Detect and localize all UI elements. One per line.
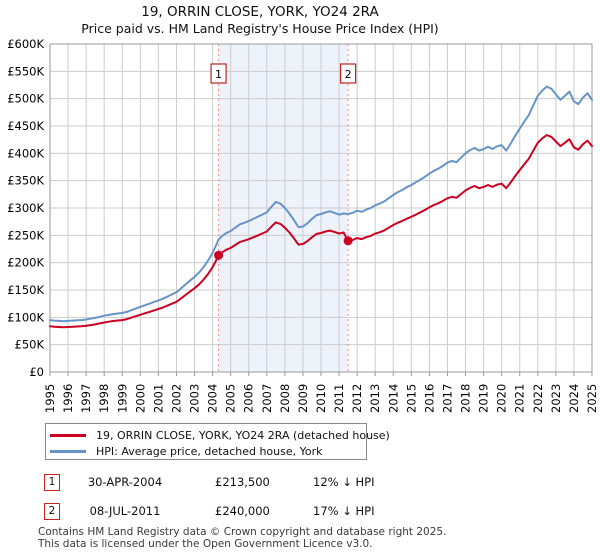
title-block: 19, ORRIN CLOSE, YORK, YO24 2RA Price pa… xyxy=(0,4,520,37)
y-axis-tick-label: £0 xyxy=(29,365,44,379)
hpi-line xyxy=(49,85,593,323)
x-axis-tick-label: 2001 xyxy=(151,384,165,413)
y-axis-tick-label: £600K xyxy=(7,37,44,51)
x-axis-tick-label: 2014 xyxy=(386,384,400,413)
y-axis-tick-label: £250K xyxy=(7,228,44,242)
chart-title: 19, ORRIN CLOSE, YORK, YO24 2RA xyxy=(141,4,379,20)
x-axis-tick-label: 1996 xyxy=(61,384,75,413)
transaction-1-price: £213,500 xyxy=(215,475,270,489)
price-history-chart: £0 £50K £100K £150K £200K £250K £300K £350K £400… xyxy=(7,37,599,413)
y-axis-tick-label: £500K xyxy=(7,92,44,106)
x-axis-tick-label: 2024 xyxy=(567,384,581,413)
x-axis-tick-label: 2022 xyxy=(531,384,545,413)
y-axis-tick-label: £50K xyxy=(15,338,45,352)
sale-marker-label: 1 xyxy=(215,68,222,81)
x-axis-tick-label: 2004 xyxy=(206,384,220,413)
sale-marker-label: 2 xyxy=(345,68,352,81)
licence-line: This data is licensed under the Open Gov… xyxy=(38,537,373,550)
x-axis-tick-label: 2011 xyxy=(332,384,346,413)
transaction-1-hpi-delta: 12% ↓ HPI xyxy=(313,475,375,489)
y-axis-tick-label: £350K xyxy=(7,174,44,188)
sale-marker-dot xyxy=(214,250,224,260)
sale-marker-label-box xyxy=(340,63,357,84)
y-axis-tick-label: £200K xyxy=(7,256,44,270)
copyright-line: Contains HM Land Registry data © Crown c… xyxy=(38,526,447,538)
x-axis-tick-label: 1998 xyxy=(97,384,111,413)
x-axis-tick-label: 2015 xyxy=(404,384,418,413)
property-price-line xyxy=(49,134,593,329)
legend-row-property: 19, ORRIN CLOSE, YORK, YO24 2RA (detache… xyxy=(50,427,390,443)
x-axis-tick-label: 1997 xyxy=(79,384,93,413)
transaction-2-hpi-delta: 17% ↓ HPI xyxy=(313,504,375,518)
transaction-2-price: £240,000 xyxy=(215,504,270,518)
x-axis-tick-label: 2005 xyxy=(224,384,238,413)
hpi-series-label: HPI: Average price, detached house, York xyxy=(96,444,323,458)
property-series-label: 19, ORRIN CLOSE, YORK, YO24 2RA (detache… xyxy=(96,428,390,442)
y-axis-tick-label: £450K xyxy=(7,119,44,133)
legend-row-hpi: HPI: Average price, detached house, York xyxy=(50,443,366,459)
y-axis-tick-label: £550K xyxy=(7,64,44,78)
x-axis-tick-label: 2020 xyxy=(495,384,509,413)
transaction-2-date: 08-JUL-2011 xyxy=(89,504,161,518)
x-axis-tick-label: 2016 xyxy=(422,384,436,413)
y-axis-tick-label: £300K xyxy=(7,201,44,215)
transaction-1-date: 30-APR-2004 xyxy=(87,475,163,489)
x-axis-tick-label: 2002 xyxy=(169,384,183,413)
x-axis-tick-label: 2019 xyxy=(477,384,491,413)
x-axis-tick-label: 2025 xyxy=(585,384,599,413)
plot-border xyxy=(49,43,593,373)
x-axis-tick-label: 1995 xyxy=(43,384,57,413)
x-axis-tick-label: 2007 xyxy=(260,384,274,413)
transaction-row: 2 08-JUL-2011 £240,000 17% ↓ HPI xyxy=(0,503,600,523)
sale-marker-label-box xyxy=(210,63,227,84)
y-axis-tick-label: £150K xyxy=(7,283,44,297)
chart-legend: 19, ORRIN CLOSE, YORK, YO24 2RA (detache… xyxy=(45,423,390,460)
hpi-series-swatch xyxy=(50,449,86,453)
y-axis-tick-label: £100K xyxy=(7,310,44,324)
x-axis-tick-label: 2017 xyxy=(440,384,454,413)
transaction-1-number-box: 1 xyxy=(44,474,60,491)
x-axis-tick-label: 2006 xyxy=(242,384,256,413)
y-axis-tick-label: £400K xyxy=(7,146,44,160)
x-axis-tick-label: 2009 xyxy=(296,384,310,413)
sale-marker-dot xyxy=(343,236,353,246)
x-axis-tick-label: 2013 xyxy=(368,384,382,413)
x-axis-tick-label: 2021 xyxy=(513,384,527,413)
x-axis-tick-label: 2003 xyxy=(188,384,202,413)
x-axis-tick-label: 2018 xyxy=(459,384,473,413)
x-axis-tick-label: 2023 xyxy=(549,384,563,413)
x-axis-tick-label: 2000 xyxy=(133,384,147,413)
x-axis-tick-label: 2012 xyxy=(350,384,364,413)
property-series-swatch xyxy=(50,433,86,437)
x-axis-tick-label: 1999 xyxy=(115,384,129,413)
x-axis-tick-label: 2010 xyxy=(314,384,328,413)
x-axis-tick-label: 2008 xyxy=(278,384,292,413)
transaction-row: 1 30-APR-2004 £213,500 12% ↓ HPI xyxy=(0,474,600,494)
transaction-2-number-box: 2 xyxy=(44,503,60,520)
chart-subtitle: Price paid vs. HM Land Registry's House … xyxy=(81,21,439,36)
